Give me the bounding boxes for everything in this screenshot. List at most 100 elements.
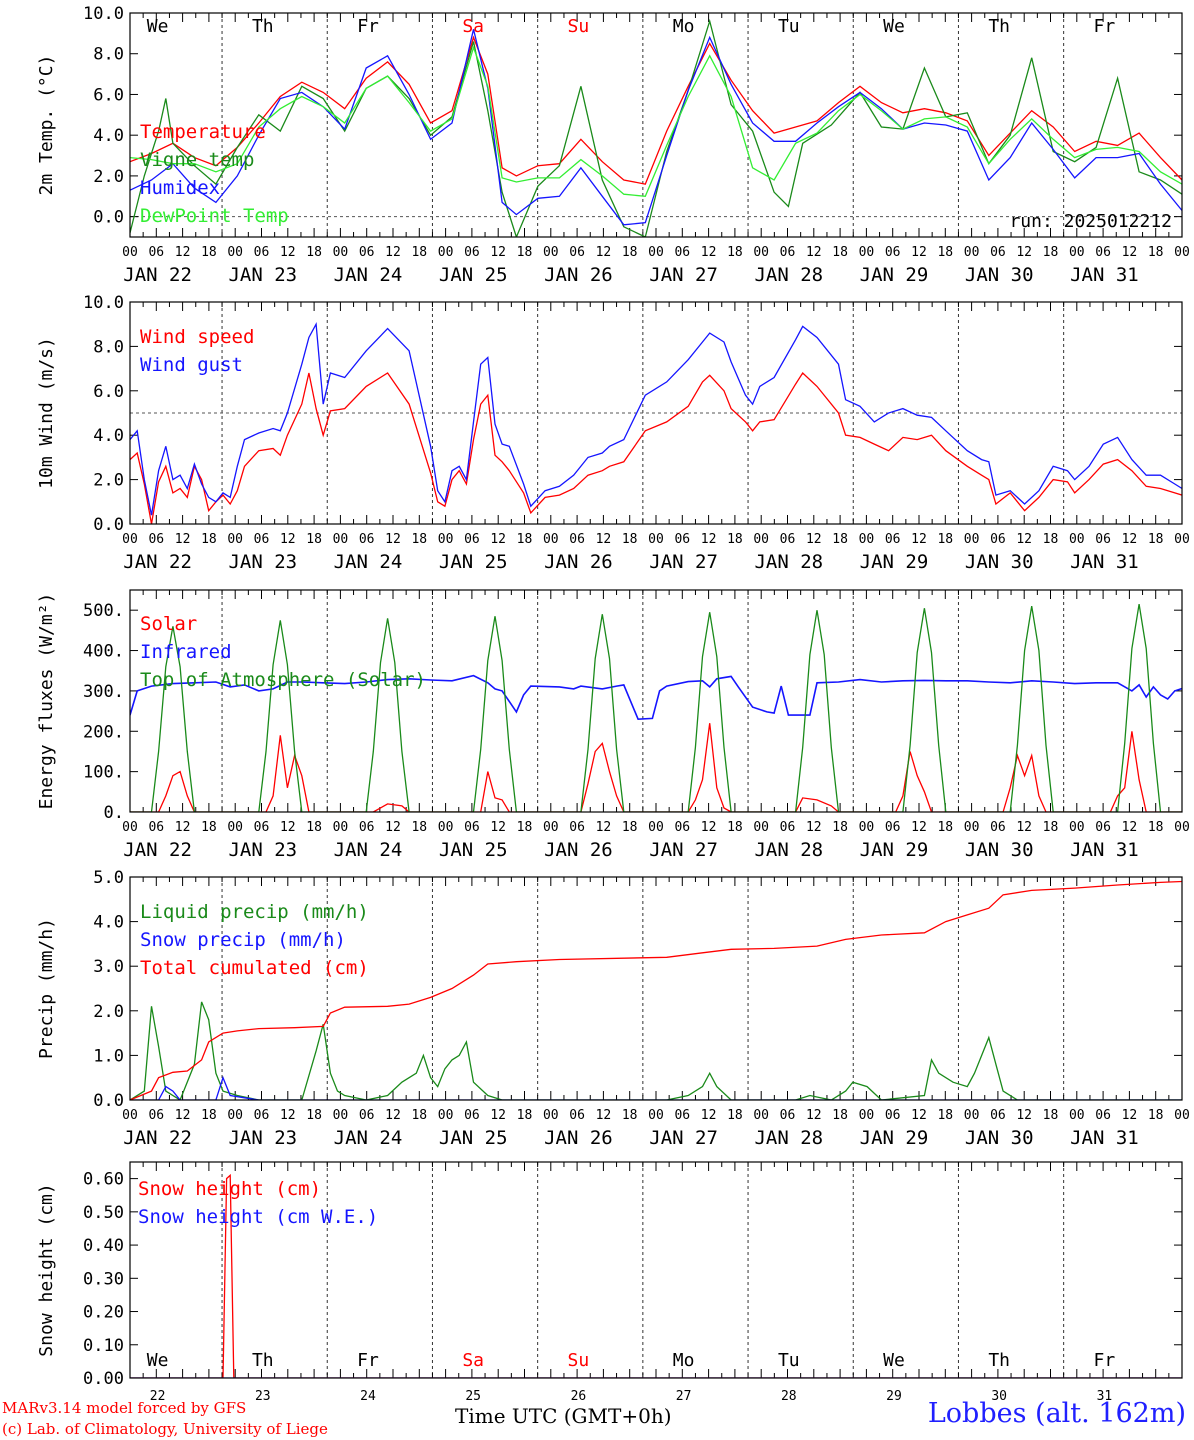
x-hour-tick: 06	[990, 1108, 1006, 1123]
x-hour-tick: 12	[385, 820, 401, 835]
x-hour-tick: 18	[1148, 1108, 1164, 1123]
series-line-2-1	[130, 371, 1182, 524]
x-hour-tick: 06	[254, 820, 270, 835]
legend-entry: Vigne temp	[140, 149, 254, 171]
series-line-1-1	[130, 35, 1182, 185]
x-hour-tick: 18	[1043, 820, 1059, 835]
weekday-label: Sa	[462, 16, 484, 37]
weekday-label: Sa	[462, 1350, 484, 1371]
x-hour-tick: 18	[937, 820, 953, 835]
panel-3	[129, 589, 1183, 813]
x-hour-tick: 12	[911, 820, 927, 835]
x-hour-tick: 12	[911, 1108, 927, 1123]
series-line-5-1	[130, 1173, 1182, 1378]
x-hour-tick: 06	[885, 245, 901, 260]
x-hour-tick: 06	[569, 532, 585, 547]
legend-entry: Wind gust	[140, 354, 243, 376]
x-date-label: JAN 30	[965, 551, 1034, 573]
y-tick-label: 4.0	[93, 426, 124, 446]
x-day-number: 26	[571, 1389, 587, 1404]
x-hour-tick: 00	[753, 1108, 769, 1123]
x-hour-tick: 00	[753, 245, 769, 260]
x-hour-tick: 06	[148, 820, 164, 835]
weekday-label: Tu	[778, 1350, 800, 1371]
x-day-number: 27	[676, 1389, 692, 1404]
x-hour-tick: 18	[201, 820, 217, 835]
x-hour-tick: 00	[227, 820, 243, 835]
series-line-3-1	[130, 723, 1182, 812]
run-label: run: 2025012212	[1009, 211, 1172, 232]
y-axis-label: 10m Wind (m/s)	[36, 337, 57, 489]
x-hour-tick: 00	[543, 245, 559, 260]
x-hour-tick: 06	[1095, 532, 1111, 547]
x-hour-tick: 18	[306, 245, 322, 260]
x-hour-tick: 12	[806, 532, 822, 547]
weekday-label: Th	[988, 16, 1010, 37]
x-date-label: JAN 28	[754, 1127, 823, 1149]
x-hour-tick: 18	[201, 532, 217, 547]
weekday-label: We	[147, 16, 169, 37]
y-tick-label: 6.0	[93, 382, 124, 402]
x-date-label: JAN 24	[334, 1127, 403, 1149]
x-hour-tick: 12	[175, 1108, 191, 1123]
series-line-2-2	[130, 321, 1182, 516]
legend-entry: Liquid precip (mm/h)	[140, 901, 369, 923]
x-hour-tick: 06	[780, 532, 796, 547]
x-hour-tick: 12	[701, 1108, 717, 1123]
x-hour-tick: 00	[543, 820, 559, 835]
x-hour-tick: 12	[1122, 245, 1138, 260]
x-date-label: JAN 26	[544, 1127, 613, 1149]
y-tick-label: 10.0	[83, 293, 124, 313]
x-hour-tick: 06	[990, 245, 1006, 260]
x-hour-tick: 18	[937, 532, 953, 547]
x-hour-tick: 00	[438, 245, 454, 260]
x-date-label: JAN 27	[649, 551, 718, 573]
x-hour-tick: 00	[859, 532, 875, 547]
x-hour-tick: 18	[201, 245, 217, 260]
x-hour-tick: 00	[333, 820, 349, 835]
x-hour-tick: 18	[727, 1108, 743, 1123]
x-hour-tick: 18	[306, 1108, 322, 1123]
x-hour-tick: 18	[1043, 1108, 1059, 1123]
x-hour-tick: 00	[964, 532, 980, 547]
x-hour-tick: 06	[569, 1108, 585, 1123]
x-hour-tick: 06	[359, 1108, 375, 1123]
x-date-label: JAN 31	[1070, 551, 1139, 573]
x-hour-tick: 06	[885, 532, 901, 547]
x-hour-tick: 12	[806, 820, 822, 835]
x-date-label: JAN 31	[1070, 839, 1139, 861]
y-tick-label: 1.0	[93, 1046, 124, 1066]
x-hour-tick: 06	[780, 820, 796, 835]
weekday-label: We	[883, 1350, 905, 1371]
x-day-number: 28	[781, 1389, 797, 1404]
x-date-label: JAN 24	[334, 839, 403, 861]
x-hour-tick: 18	[1148, 532, 1164, 547]
x-hour-tick: 18	[1148, 245, 1164, 260]
x-date-label: JAN 23	[228, 264, 297, 286]
x-hour-tick: 12	[701, 820, 717, 835]
series-line-4-1	[130, 1001, 1182, 1100]
x-hour-tick: 00	[122, 245, 138, 260]
x-date-label: JAN 29	[860, 1127, 929, 1149]
weekday-label: Mo	[673, 16, 695, 37]
x-hour-tick: 06	[990, 820, 1006, 835]
x-hour-tick: 18	[517, 532, 533, 547]
x-hour-tick: 00	[543, 1108, 559, 1123]
x-hour-tick: 18	[832, 245, 848, 260]
weekday-label: We	[883, 16, 905, 37]
x-date-label: JAN 22	[123, 1127, 192, 1149]
y-tick-label: 2.0	[93, 167, 124, 187]
plot-frame	[129, 876, 1183, 1101]
x-hour-tick: 06	[674, 820, 690, 835]
y-tick-label: 0.0	[93, 1091, 124, 1111]
x-hour-tick: 06	[990, 532, 1006, 547]
x-date-label: JAN 24	[334, 551, 403, 573]
y-axis-label: Precip (mm/h)	[36, 918, 57, 1059]
x-hour-tick: 06	[464, 532, 480, 547]
x-hour-tick: 06	[464, 245, 480, 260]
y-tick-label: 10.0	[83, 4, 124, 24]
x-hour-tick: 12	[596, 532, 612, 547]
weekday-label: Su	[568, 1350, 590, 1371]
x-hour-tick: 18	[1043, 245, 1059, 260]
y-tick-label: 2.0	[93, 471, 124, 491]
